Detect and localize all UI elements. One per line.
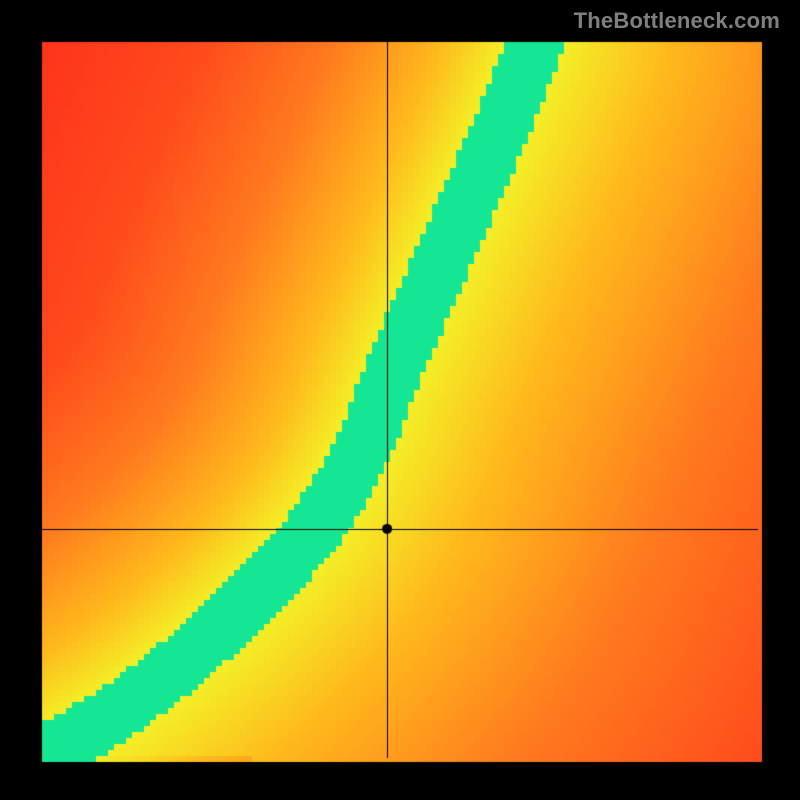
bottleneck-chart-container: { "watermark": { "text": "TheBottleneck.… [0,0,800,800]
watermark-text: TheBottleneck.com [574,8,780,34]
bottleneck-heatmap-canvas [0,0,800,800]
